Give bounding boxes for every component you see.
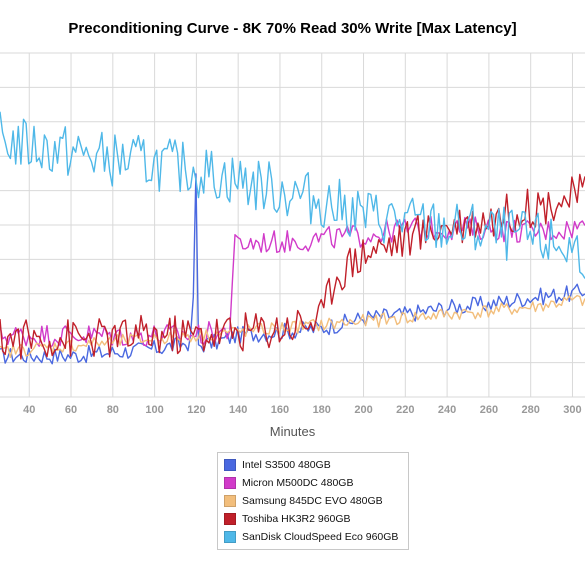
x-tick-label: 160 — [271, 404, 289, 416]
legend-item: SanDisk CloudSpeed Eco 960GB — [218, 528, 408, 546]
x-tick-label: 40 — [23, 404, 35, 416]
x-tick-label: 280 — [521, 404, 539, 416]
legend-label: Micron M500DC 480GB — [242, 477, 354, 489]
chart-title: Preconditioning Curve - 8K 70% Read 30% … — [68, 20, 517, 37]
legend-swatch — [224, 459, 236, 471]
legend-label: Intel S3500 480GB — [242, 459, 331, 471]
x-tick-label: 220 — [396, 404, 414, 416]
x-tick-label: 80 — [107, 404, 119, 416]
series-line — [0, 111, 585, 279]
x-tick-label: 200 — [354, 404, 372, 416]
series-line — [0, 173, 585, 365]
legend-swatch — [224, 495, 236, 507]
series-line — [0, 294, 585, 358]
legend-item: Intel S3500 480GB — [218, 456, 408, 474]
x-tick-label: 300 — [563, 404, 581, 416]
legend-label: Samsung 845DC EVO 480GB — [242, 495, 383, 507]
legend-label: SanDisk CloudSpeed Eco 960GB — [242, 531, 399, 543]
x-tick-label: 180 — [313, 404, 331, 416]
x-tick-label: 120 — [187, 404, 205, 416]
legend-swatch — [224, 531, 236, 543]
x-tick-label: 60 — [65, 404, 77, 416]
legend-item: Toshiba HK3R2 960GB — [218, 510, 408, 528]
x-axis-label: Minutes — [269, 424, 316, 439]
line-chart: 40 60 80 100 120 140 160 180 200 220 240 260 280 300 — [0, 52, 585, 416]
x-tick-label: 260 — [480, 404, 498, 416]
legend: Intel S3500 480GB Micron M500DC 480GB Sams… — [217, 452, 409, 550]
legend-item: Micron M500DC 480GB — [218, 474, 408, 492]
legend-swatch — [224, 513, 236, 525]
legend-swatch — [224, 477, 236, 489]
legend-item: Samsung 845DC EVO 480GB — [218, 492, 408, 510]
x-tick-label: 240 — [438, 404, 456, 416]
x-tick-label: 100 — [145, 404, 163, 416]
legend-label: Toshiba HK3R2 960GB — [242, 513, 351, 525]
x-tick-label: 140 — [229, 404, 247, 416]
